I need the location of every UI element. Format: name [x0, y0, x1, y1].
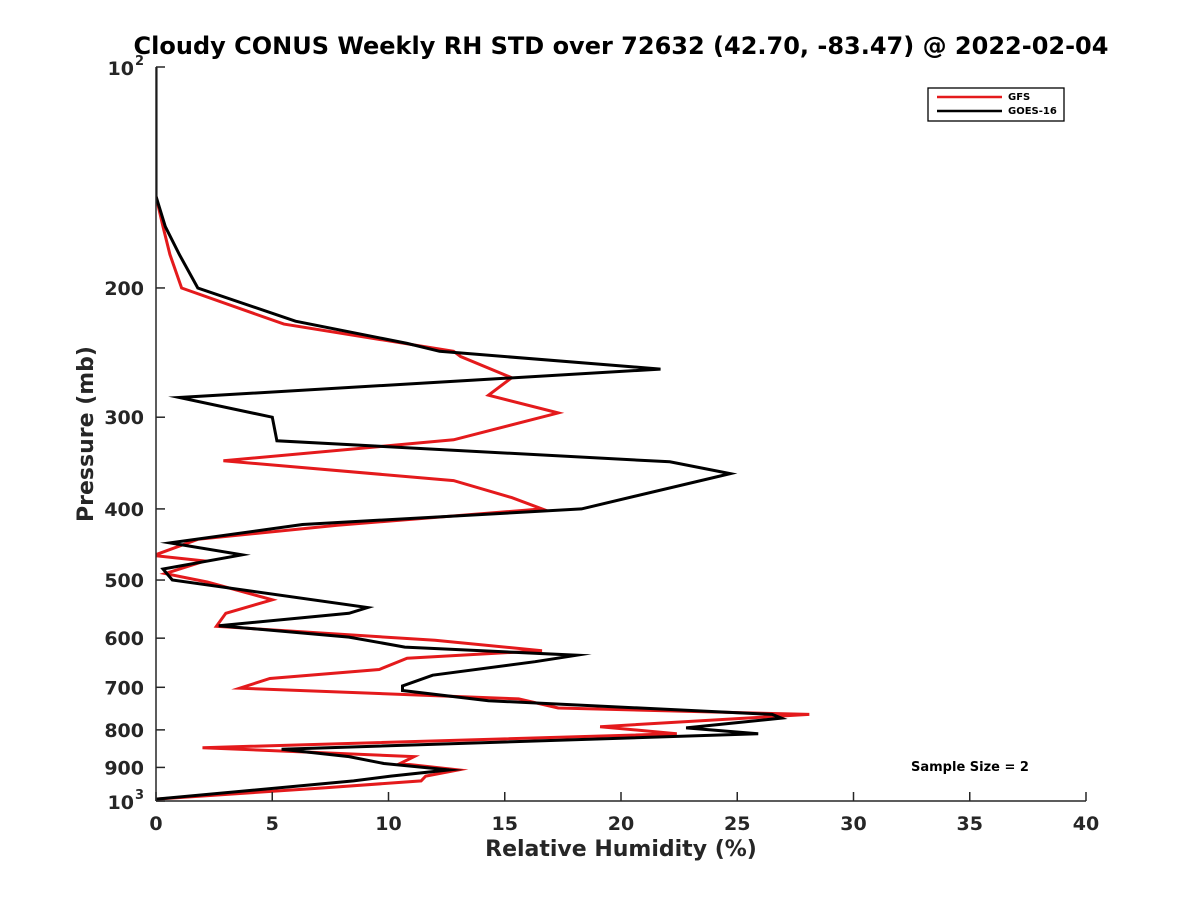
y-tick-label-exponent: 2 — [135, 54, 144, 69]
x-axis-ticks: 0 5 10 15 20 25 30 35 40 — [149, 792, 1099, 835]
x-axis-label: Relative Humidity (%) — [485, 837, 757, 862]
legend-box — [927, 87, 1065, 122]
x-tick-label: 25 — [724, 813, 750, 835]
series-line-goes16 — [156, 67, 788, 801]
x-tick-label: 10 — [375, 813, 401, 835]
y-tick-label-exponent: 3 — [135, 788, 144, 803]
y-tick-label: 800 — [104, 720, 144, 742]
plot-area — [155, 67, 1086, 802]
y-tick-label: 10 — [108, 58, 134, 80]
y-tick-label: 600 — [104, 628, 144, 650]
y-tick-label: 900 — [104, 757, 144, 779]
y-tick-label: 700 — [104, 677, 144, 699]
x-tick-label: 15 — [492, 813, 518, 835]
series-line-gfs — [156, 67, 810, 801]
legend: GFS GOES-16 — [927, 87, 1065, 122]
y-tick-label: 200 — [104, 278, 144, 300]
y-tick-label: 500 — [104, 570, 144, 592]
x-tick-label: 20 — [608, 813, 634, 835]
y-tick-label: 400 — [104, 499, 144, 521]
sample-size-annotation: Sample Size = 2 — [911, 760, 1029, 775]
y-tick-label: 300 — [104, 407, 144, 429]
x-tick-label: 0 — [149, 813, 162, 835]
y-tick-label: 10 — [108, 792, 134, 814]
y-axis-label: Pressure (mb) — [74, 346, 99, 522]
x-tick-label: 30 — [840, 813, 866, 835]
x-tick-label: 40 — [1073, 813, 1099, 835]
legend-label-gfs: GFS — [1008, 92, 1030, 103]
x-tick-label: 5 — [266, 813, 279, 835]
x-tick-label: 35 — [957, 813, 983, 835]
series-layer — [156, 67, 810, 801]
legend-label-goes16: GOES-16 — [1008, 106, 1057, 117]
chart-title: Cloudy CONUS Weekly RH STD over 72632 (4… — [134, 32, 1109, 60]
